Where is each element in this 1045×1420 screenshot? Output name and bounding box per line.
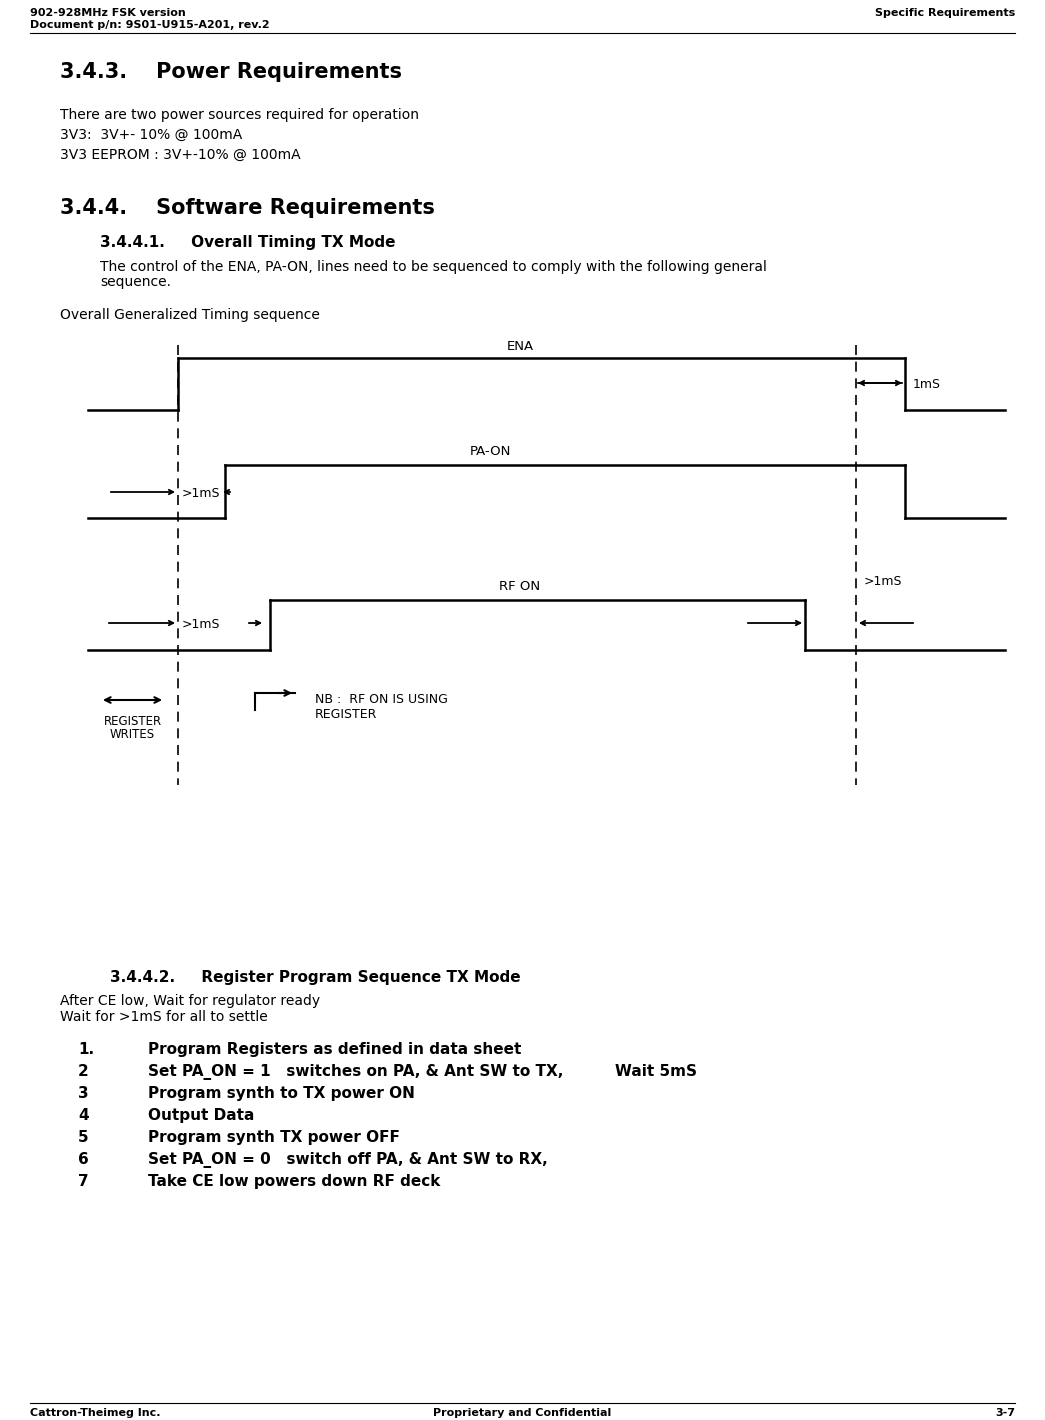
Text: Wait for >1mS for all to settle: Wait for >1mS for all to settle <box>60 1010 268 1024</box>
Text: Proprietary and Confidential: Proprietary and Confidential <box>433 1409 611 1419</box>
Text: REGISTER: REGISTER <box>315 709 377 721</box>
Text: 902-928MHz FSK version: 902-928MHz FSK version <box>30 9 186 18</box>
Text: ENA: ENA <box>507 339 534 354</box>
Text: Overall Generalized Timing sequence: Overall Generalized Timing sequence <box>60 308 320 322</box>
Text: After CE low, Wait for regulator ready: After CE low, Wait for regulator ready <box>60 994 320 1008</box>
Text: 3.4.4.1.     Overall Timing TX Mode: 3.4.4.1. Overall Timing TX Mode <box>100 234 395 250</box>
Text: REGISTER: REGISTER <box>103 716 162 728</box>
Text: There are two power sources required for operation: There are two power sources required for… <box>60 108 419 122</box>
Text: 3: 3 <box>78 1086 89 1100</box>
Text: Program synth TX power OFF: Program synth TX power OFF <box>148 1130 400 1145</box>
Text: Take CE low powers down RF deck: Take CE low powers down RF deck <box>148 1174 440 1189</box>
Text: 6: 6 <box>78 1152 89 1167</box>
Text: sequence.: sequence. <box>100 275 171 290</box>
Text: Program Registers as defined in data sheet: Program Registers as defined in data she… <box>148 1042 521 1056</box>
Text: 1.: 1. <box>78 1042 94 1056</box>
Text: RF ON: RF ON <box>500 579 540 594</box>
Text: NB :  RF ON IS USING: NB : RF ON IS USING <box>315 693 448 706</box>
Text: 4: 4 <box>78 1108 89 1123</box>
Text: PA-ON: PA-ON <box>469 444 511 459</box>
Text: 7: 7 <box>78 1174 89 1189</box>
Text: 5: 5 <box>78 1130 89 1145</box>
Text: Output Data: Output Data <box>148 1108 254 1123</box>
Text: 2: 2 <box>78 1064 89 1079</box>
Text: 1mS: 1mS <box>913 378 941 391</box>
Text: 3.4.4.    Software Requirements: 3.4.4. Software Requirements <box>60 197 435 219</box>
Text: Set PA_ON = 1   switches on PA, & Ant SW to TX,: Set PA_ON = 1 switches on PA, & Ant SW t… <box>148 1064 563 1081</box>
Text: 3V3:  3V+- 10% @ 100mA: 3V3: 3V+- 10% @ 100mA <box>60 128 242 142</box>
Text: Cattron-Theimeg Inc.: Cattron-Theimeg Inc. <box>30 1409 161 1419</box>
Text: The control of the ENA, PA-ON, lines need to be sequenced to comply with the fol: The control of the ENA, PA-ON, lines nee… <box>100 260 767 274</box>
Text: >1mS: >1mS <box>182 487 220 500</box>
Text: Specific Requirements: Specific Requirements <box>875 9 1015 18</box>
Text: 3.4.3.    Power Requirements: 3.4.3. Power Requirements <box>60 62 402 82</box>
Text: WRITES: WRITES <box>110 728 155 741</box>
Text: Document p/n: 9S01-U915-A201, rev.2: Document p/n: 9S01-U915-A201, rev.2 <box>30 20 270 30</box>
Text: 3.4.4.2.     Register Program Sequence TX Mode: 3.4.4.2. Register Program Sequence TX Mo… <box>110 970 520 985</box>
Text: Wait 5mS: Wait 5mS <box>616 1064 697 1079</box>
Text: 3V3 EEPROM : 3V+-10% @ 100mA: 3V3 EEPROM : 3V+-10% @ 100mA <box>60 148 301 162</box>
Text: >1mS: >1mS <box>182 618 220 630</box>
Text: >1mS: >1mS <box>864 575 903 588</box>
Text: Set PA_ON = 0   switch off PA, & Ant SW to RX,: Set PA_ON = 0 switch off PA, & Ant SW to… <box>148 1152 548 1169</box>
Text: Program synth to TX power ON: Program synth to TX power ON <box>148 1086 415 1100</box>
Text: 3-7: 3-7 <box>995 1409 1015 1419</box>
